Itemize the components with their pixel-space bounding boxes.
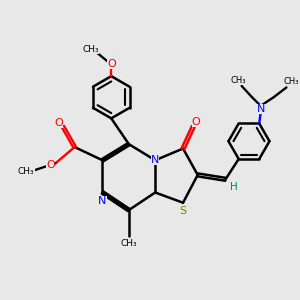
Text: H: H: [230, 182, 238, 192]
Text: O: O: [54, 118, 63, 128]
Text: CH₃: CH₃: [82, 45, 99, 54]
Text: CH₃: CH₃: [283, 77, 298, 86]
Text: N: N: [98, 196, 107, 206]
Text: O: O: [192, 117, 201, 127]
Text: N: N: [256, 104, 265, 114]
Text: CH₃: CH₃: [231, 76, 247, 85]
Text: S: S: [179, 206, 187, 216]
Text: CH₃: CH₃: [18, 167, 34, 176]
Text: O: O: [107, 59, 116, 69]
Text: N: N: [151, 155, 159, 165]
Text: CH₃: CH₃: [121, 239, 137, 248]
Text: O: O: [46, 160, 55, 170]
